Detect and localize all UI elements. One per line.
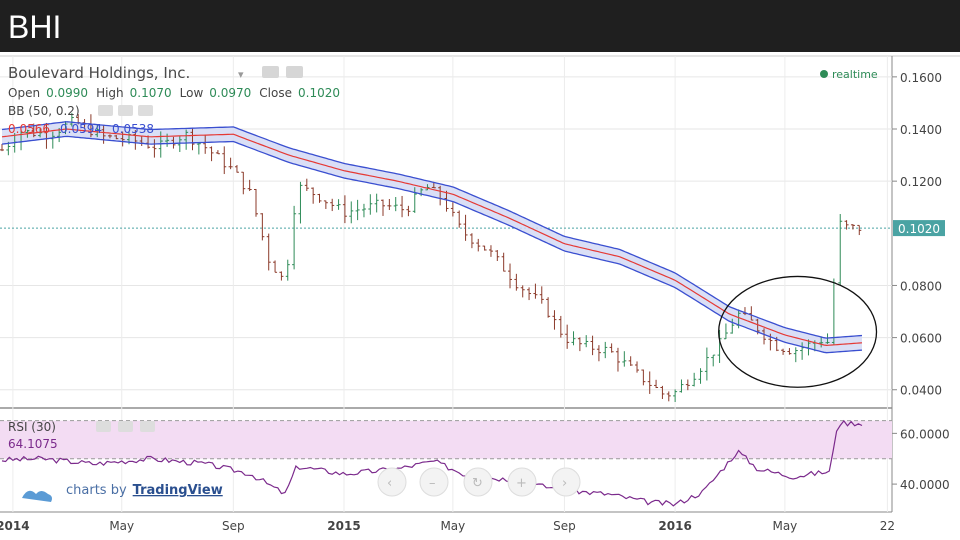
minus-icon: – — [429, 476, 436, 491]
price-tick-label: 0.0400 — [900, 384, 942, 398]
time-tick-label: May — [440, 519, 465, 533]
circle-annotation — [718, 275, 878, 388]
time-axis: 2014 May Sep 2015 May Sep 2016 May 22 — [0, 519, 895, 533]
time-tick-label: May — [772, 519, 797, 533]
rsi-line — [1, 419, 863, 507]
bb-label: BB (50, 0.2) — [8, 104, 80, 118]
realtime-dot-icon — [820, 70, 828, 78]
bb-middle-line — [1, 128, 863, 347]
slide-title-bar: BHI — [0, 0, 960, 52]
bb-eye-icon[interactable] — [98, 105, 113, 116]
high-label: High — [96, 86, 124, 100]
realtime-label: realtime — [832, 68, 878, 81]
bb-lower-line — [1, 135, 863, 354]
price-tick-label: 0.1400 — [900, 123, 942, 137]
company-name: Boulevard Holdings, Inc. — [8, 64, 190, 82]
branding-prefix: charts by — [66, 483, 127, 498]
scroll-right-button[interactable] — [551, 467, 581, 497]
price-tick-label: 0.1200 — [900, 175, 942, 189]
low-label: Low — [180, 86, 204, 100]
time-tick-label: Sep — [553, 519, 576, 533]
rsi-eye-icon[interactable] — [96, 421, 111, 432]
price-tick-label: 0.1600 — [900, 71, 942, 85]
eye-icon[interactable] — [262, 66, 279, 78]
time-tick-label: May — [109, 519, 134, 533]
settings-icon[interactable] — [286, 66, 303, 78]
price-axis: 0.1600 0.1400 0.1200 0.0800 0.0600 0.0400 0.10… — [892, 71, 945, 398]
bb-upper-line — [1, 121, 863, 339]
rsi-settings-icon[interactable] — [118, 421, 133, 432]
rsi-close-icon[interactable] — [140, 421, 155, 432]
last-price-tag — [893, 220, 945, 237]
rsi-label: RSI (30) — [8, 420, 56, 434]
open-label: Open — [8, 86, 40, 100]
time-tick-label: 2016 — [658, 519, 691, 533]
high-value: 0.1070 — [130, 86, 172, 100]
bb-mid-value: 0.0566 — [8, 122, 50, 136]
last-price-label: 0.1020 — [898, 222, 940, 236]
bb-upper-value: 0.0594 — [60, 122, 102, 136]
zoom-out-button[interactable] — [419, 467, 449, 497]
time-tick-label: Sep — [222, 519, 245, 533]
candlestick-series — [0, 112, 862, 402]
bollinger-fill — [2, 121, 862, 353]
price-tick-label: 0.0800 — [900, 279, 942, 293]
company-dropdown-icon[interactable]: ▾ — [238, 68, 244, 81]
stock-chart[interactable]: 0.1600 0.1400 0.1200 0.0800 0.0600 0.0400 0.10… — [0, 52, 960, 540]
bb-lower-value: 0.0538 — [112, 122, 154, 136]
close-label: Close — [259, 86, 292, 100]
rsi-band-fill — [0, 420, 892, 459]
slide-title: BHI — [8, 9, 62, 45]
reset-button[interactable] — [463, 467, 493, 497]
branding[interactable]: charts by TradingView — [66, 483, 223, 498]
bb-close-icon[interactable] — [138, 105, 153, 116]
scroll-left-button[interactable] — [377, 467, 407, 497]
zoom-in-button[interactable] — [507, 467, 537, 497]
rsi-tick-label: 40.0000 — [900, 478, 950, 492]
rsi-tick-label: 60.0000 — [900, 427, 950, 441]
bb-values-row: 0.0566 0.0594 0.0538 — [8, 122, 154, 136]
chevron-left-icon: ‹ — [387, 476, 392, 491]
ohlc-row: Open 0.0990 High 0.1070 Low 0.0970 Close 0.1020 — [8, 86, 340, 100]
bb-band-fill — [2, 121, 862, 353]
bollinger-lines — [1, 121, 863, 354]
rsi-value: 64.1075 — [8, 437, 58, 451]
reset-icon: ↻ — [472, 476, 483, 491]
chevron-right-icon: › — [562, 476, 567, 491]
time-tick-label: 2015 — [327, 519, 360, 533]
chart-nav-controls: ‹ – ↻ + › — [377, 467, 581, 497]
time-tick-label: 22 — [880, 519, 895, 533]
plus-icon: + — [516, 476, 527, 491]
bb-settings-icon[interactable] — [118, 105, 133, 116]
tradingview-logo-icon[interactable] — [22, 490, 52, 502]
branding-name: TradingView — [133, 483, 223, 498]
low-value: 0.0970 — [209, 86, 251, 100]
close-value: 0.1020 — [298, 86, 340, 100]
price-tick-label: 0.0600 — [900, 332, 942, 346]
open-value: 0.0990 — [46, 86, 88, 100]
time-tick-label: 2014 — [0, 519, 30, 533]
highlight-ellipse — [718, 275, 878, 388]
